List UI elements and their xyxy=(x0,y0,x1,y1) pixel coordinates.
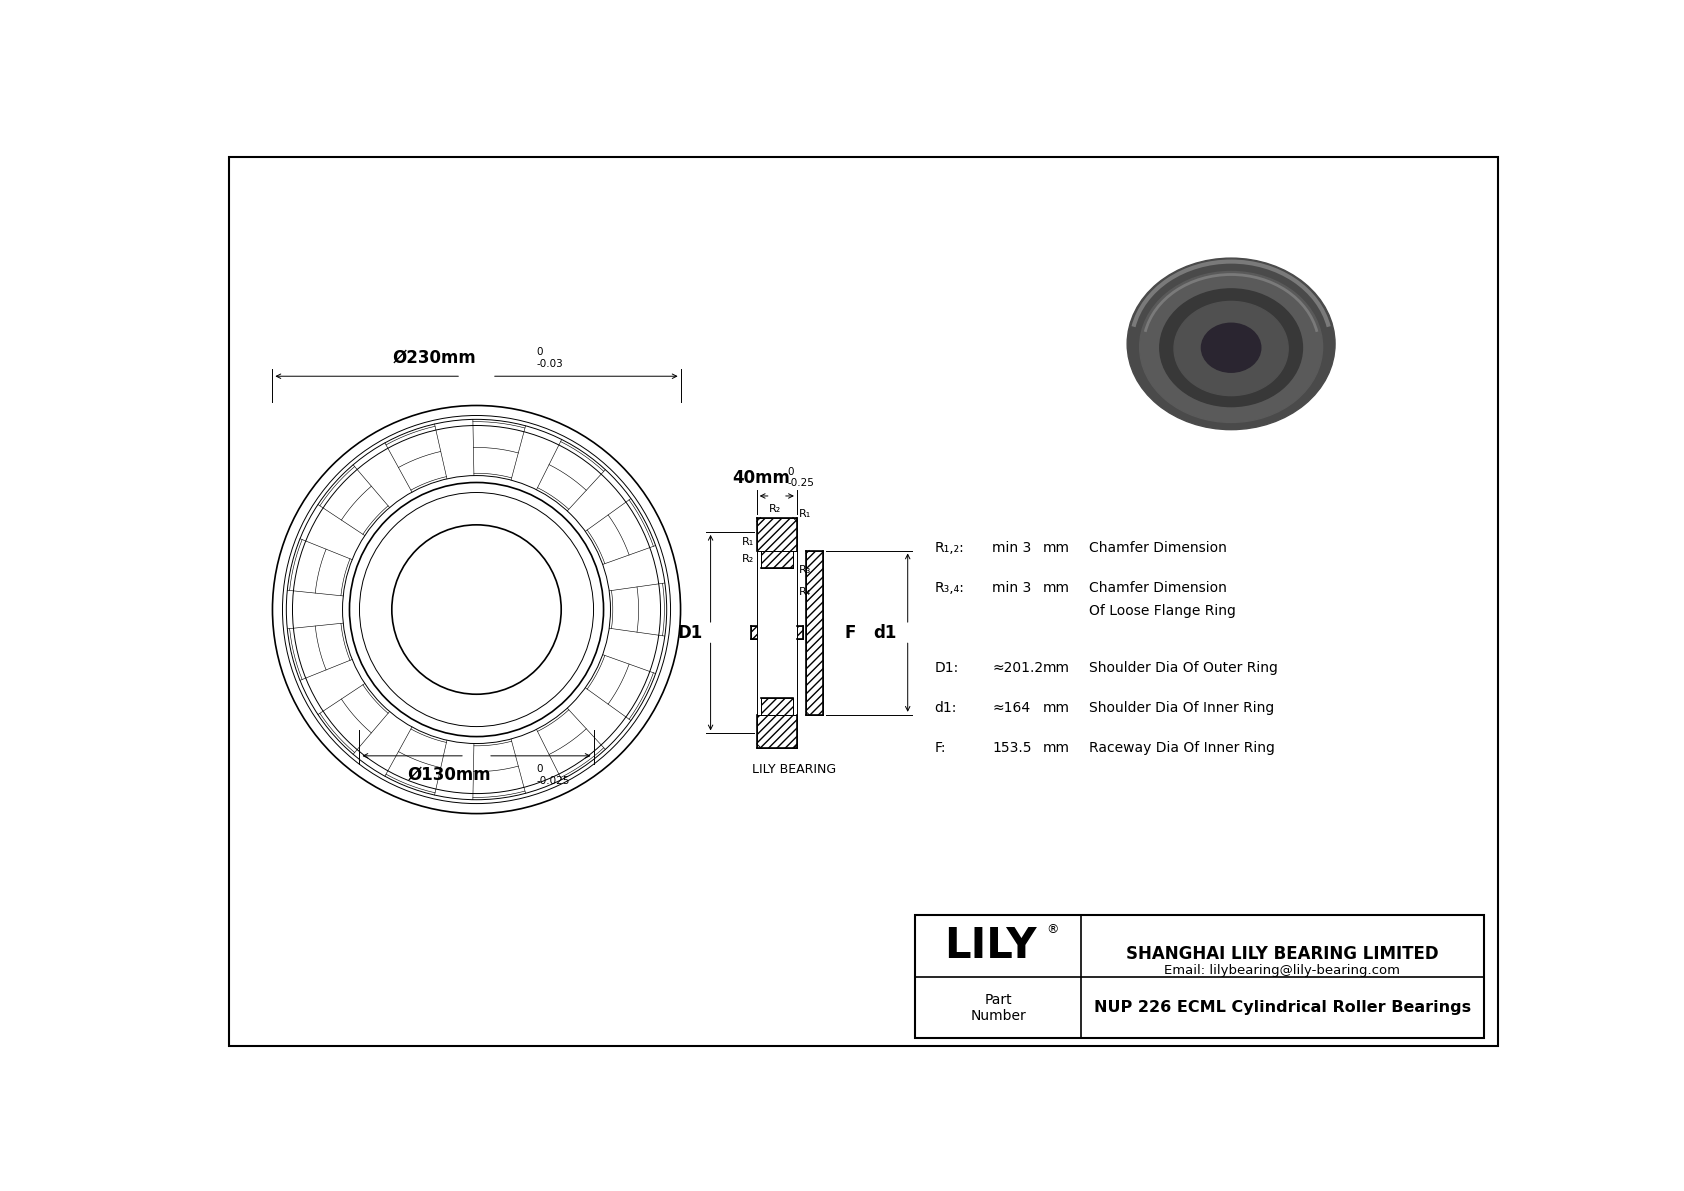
Text: F:: F: xyxy=(935,741,946,755)
Text: Email: lilybearing@lily-bearing.com: Email: lilybearing@lily-bearing.com xyxy=(1164,965,1401,977)
Text: LILY BEARING: LILY BEARING xyxy=(753,763,837,777)
Text: R₁: R₁ xyxy=(743,537,754,547)
Bar xyxy=(797,626,803,640)
Text: SHANGHAI LILY BEARING LIMITED: SHANGHAI LILY BEARING LIMITED xyxy=(1127,944,1438,962)
Bar xyxy=(761,698,793,715)
Text: R₄: R₄ xyxy=(800,587,812,597)
Text: mm: mm xyxy=(1042,541,1069,555)
Text: Shoulder Dia Of Outer Ring: Shoulder Dia Of Outer Ring xyxy=(1088,661,1278,675)
Text: D1:: D1: xyxy=(935,661,958,675)
Text: mm: mm xyxy=(1042,581,1069,596)
Text: R₁,₂:: R₁,₂: xyxy=(935,541,965,555)
Ellipse shape xyxy=(1174,301,1288,395)
Text: R₂: R₂ xyxy=(743,554,754,565)
Text: Part
Number: Part Number xyxy=(970,992,1026,1023)
Ellipse shape xyxy=(1140,272,1322,423)
Text: R₁: R₁ xyxy=(800,509,812,519)
Text: 0: 0 xyxy=(537,763,542,773)
Text: 0: 0 xyxy=(788,468,795,478)
Text: min 3: min 3 xyxy=(992,541,1032,555)
Text: d1: d1 xyxy=(872,624,896,642)
Text: Chamfer Dimension: Chamfer Dimension xyxy=(1088,581,1226,596)
Text: ®: ® xyxy=(1046,923,1059,936)
Ellipse shape xyxy=(1201,323,1261,373)
Text: min 3: min 3 xyxy=(992,581,1032,596)
Text: F: F xyxy=(844,624,855,642)
Text: R₃: R₃ xyxy=(800,566,812,575)
Text: D1: D1 xyxy=(677,624,702,642)
Text: Of Loose Flange Ring: Of Loose Flange Ring xyxy=(1088,604,1236,618)
Ellipse shape xyxy=(1160,289,1302,406)
Text: ≈201.2: ≈201.2 xyxy=(992,661,1044,675)
Text: Ø130mm: Ø130mm xyxy=(408,766,492,784)
Text: mm: mm xyxy=(1042,701,1069,715)
Bar xyxy=(761,550,793,568)
Bar xyxy=(916,915,1484,1039)
Bar xyxy=(756,715,797,748)
Text: R₃,₄:: R₃,₄: xyxy=(935,581,965,596)
Text: mm: mm xyxy=(1042,741,1069,755)
Text: LILY: LILY xyxy=(945,925,1037,967)
Text: -0.03: -0.03 xyxy=(537,358,564,368)
Text: Chamfer Dimension: Chamfer Dimension xyxy=(1088,541,1226,555)
Text: Shoulder Dia Of Inner Ring: Shoulder Dia Of Inner Ring xyxy=(1088,701,1273,715)
Text: d1:: d1: xyxy=(935,701,957,715)
Text: -0.025: -0.025 xyxy=(537,775,569,786)
Text: R₂: R₂ xyxy=(768,504,781,513)
Text: -0.25: -0.25 xyxy=(788,479,815,488)
Text: Ø230mm: Ø230mm xyxy=(392,348,477,366)
Text: 153.5: 153.5 xyxy=(992,741,1032,755)
Text: 0: 0 xyxy=(537,347,542,357)
Text: ≈164: ≈164 xyxy=(992,701,1031,715)
Bar xyxy=(751,626,756,640)
Ellipse shape xyxy=(1127,258,1335,430)
Text: NUP 226 ECML Cylindrical Roller Bearings: NUP 226 ECML Cylindrical Roller Bearings xyxy=(1093,1000,1470,1015)
Bar xyxy=(807,550,823,715)
Text: Raceway Dia Of Inner Ring: Raceway Dia Of Inner Ring xyxy=(1088,741,1275,755)
Text: mm: mm xyxy=(1042,661,1069,675)
Bar xyxy=(756,518,797,550)
Text: 40mm: 40mm xyxy=(733,469,790,487)
